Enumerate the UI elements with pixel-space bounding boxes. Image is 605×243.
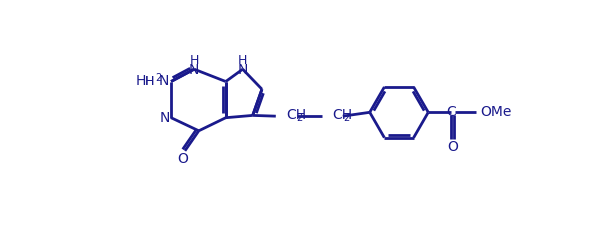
Text: CH: CH bbox=[286, 108, 306, 122]
Text: N: N bbox=[189, 63, 200, 77]
Text: C: C bbox=[446, 104, 456, 119]
Text: 2: 2 bbox=[343, 113, 349, 123]
Text: O: O bbox=[177, 152, 188, 166]
Text: N: N bbox=[159, 74, 169, 88]
Text: H: H bbox=[145, 75, 154, 88]
Text: H: H bbox=[145, 75, 154, 88]
Text: H: H bbox=[136, 74, 146, 88]
Text: N: N bbox=[159, 111, 169, 125]
Text: CH: CH bbox=[332, 108, 352, 122]
Text: 2: 2 bbox=[296, 113, 303, 123]
Text: O: O bbox=[448, 140, 459, 154]
Text: H: H bbox=[189, 54, 199, 67]
Text: H: H bbox=[238, 54, 247, 67]
Text: 2: 2 bbox=[155, 73, 161, 83]
Text: N: N bbox=[238, 63, 248, 77]
Text: OMe: OMe bbox=[480, 104, 512, 119]
